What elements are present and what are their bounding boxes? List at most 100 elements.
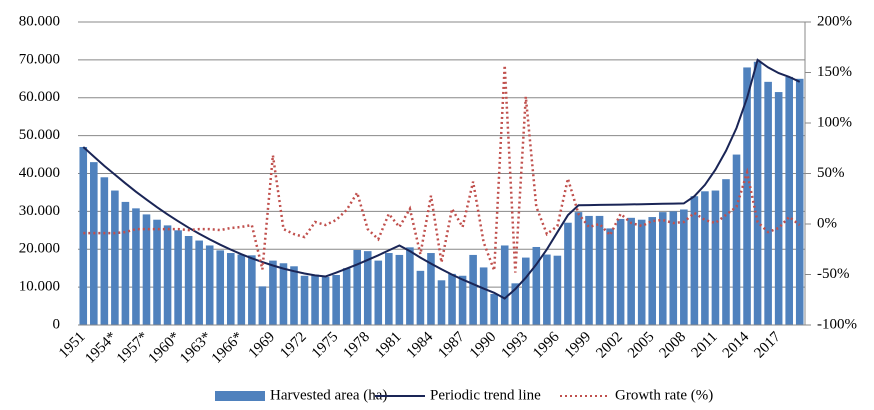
bar (237, 254, 246, 325)
bar (311, 274, 319, 325)
bar (458, 275, 467, 325)
y-tick-label: 10.000 (19, 279, 60, 295)
x-tick-label: 1960* (146, 329, 184, 367)
bar (658, 212, 667, 325)
x-tick-label: 2008 (657, 329, 690, 362)
bar (427, 253, 435, 325)
x-tick-label: 2002 (593, 329, 626, 362)
y2-tick-label: 0% (817, 215, 837, 231)
y2-tick-label: 150% (817, 64, 852, 80)
bar (574, 212, 583, 325)
bar (627, 217, 635, 325)
x-tick-label: 1963* (177, 329, 215, 367)
bar (385, 253, 393, 325)
y2-tick-label: -50% (817, 266, 850, 282)
bar (363, 251, 372, 325)
bar (111, 190, 119, 325)
bar (669, 211, 678, 325)
bar (248, 255, 256, 325)
bar (448, 273, 456, 325)
bar (490, 293, 498, 325)
y2-tick-label: 100% (817, 114, 852, 130)
bar (543, 254, 551, 325)
bar (153, 219, 161, 325)
bar (195, 240, 203, 325)
x-tick-label: 1972 (277, 329, 310, 362)
y-tick-label: 80.000 (19, 13, 60, 29)
y-tick-label: 40.000 (19, 165, 60, 181)
bar (680, 209, 688, 325)
bar (532, 246, 541, 325)
bar (121, 201, 130, 325)
bar (406, 247, 414, 325)
x-tick-label: 1969 (246, 329, 279, 362)
bar (216, 250, 225, 325)
x-tick-label: 1954* (82, 329, 120, 367)
bar (258, 286, 267, 325)
bar (500, 245, 509, 325)
bar (142, 214, 151, 325)
legend-label: Growth rate (%) (615, 387, 713, 403)
bar (416, 270, 425, 325)
bar (205, 245, 214, 325)
bar (479, 267, 488, 325)
bar (100, 177, 109, 325)
bar (184, 235, 193, 325)
bar (279, 263, 288, 325)
x-tick-label: 1957* (114, 329, 152, 367)
bar (774, 92, 783, 325)
bar (690, 196, 699, 325)
x-tick-label: 1975 (309, 329, 342, 362)
x-tick-label: 1978 (340, 329, 373, 362)
y2-tick-label: -100% (817, 316, 857, 332)
bar (616, 218, 625, 325)
bar (595, 215, 604, 325)
x-tick-label: 1990 (467, 329, 500, 362)
x-tick-label: 2017 (751, 329, 784, 362)
y-tick-label: 50.000 (19, 127, 60, 143)
y2-tick-label: 200% (817, 13, 852, 29)
bar (374, 260, 383, 325)
legend-label: Periodic trend line (430, 387, 541, 403)
bar (300, 275, 309, 325)
bar (353, 250, 362, 325)
bar (511, 283, 520, 325)
x-tick-label: 2011 (689, 329, 721, 361)
bar (79, 146, 88, 325)
bar (795, 78, 804, 325)
bar (637, 219, 646, 325)
y-tick-label: 70.000 (19, 51, 60, 67)
bar (722, 179, 730, 325)
bar (732, 154, 741, 325)
y-tick-label: 20.000 (19, 241, 60, 257)
bar (437, 280, 446, 325)
bar (564, 222, 572, 325)
bar (469, 254, 477, 325)
bar (321, 276, 330, 325)
x-tick-label: 1993 (499, 329, 532, 362)
legend-swatch (215, 391, 265, 401)
x-tick-label: 1987 (435, 329, 468, 362)
bar (269, 260, 277, 325)
bar (648, 217, 657, 325)
bar (606, 228, 614, 325)
bar (90, 162, 98, 325)
x-tick-label: 1999 (562, 329, 595, 362)
bar (163, 225, 172, 325)
bar (711, 190, 720, 325)
y-tick-label: 30.000 (19, 203, 60, 219)
x-tick-label: 2005 (625, 329, 658, 362)
bar (753, 61, 762, 326)
x-tick-label: 1996 (530, 329, 563, 362)
bar (174, 230, 182, 325)
bar (332, 275, 340, 325)
x-tick-label: 2014 (720, 329, 753, 362)
y-tick-label: 60.000 (19, 89, 60, 105)
bar (553, 255, 562, 325)
bar (132, 208, 140, 325)
bar (585, 215, 593, 325)
series-line (82, 58, 801, 300)
y-tick-label: 0 (53, 316, 61, 332)
